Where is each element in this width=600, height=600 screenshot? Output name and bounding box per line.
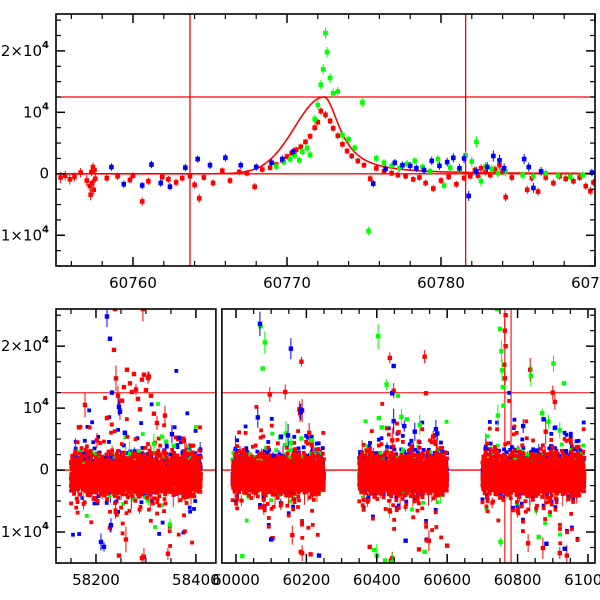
svg-text:0: 0	[39, 164, 49, 182]
top-panel-flare-zoom: 60760 60770 60780 60790 -1×104 0 104 2×104	[0, 0, 600, 295]
bottom-segment-0	[56, 309, 216, 563]
x-ticklabel: 60800	[494, 571, 542, 589]
x-ticklabel: 60400	[353, 571, 401, 589]
x-axis-bottom: 60000 60200 60400 60600 60800 61000	[212, 309, 600, 589]
series-red	[58, 107, 595, 206]
cluster-points-ff0000	[480, 399, 587, 546]
cluster-points-ff0000	[357, 402, 450, 543]
x-axis-bottom: 58200 58400	[70, 309, 220, 589]
x-axis-top: 60760 60770 60780 60790	[70, 14, 600, 292]
x-ticklabel: 60770	[263, 274, 311, 292]
series-green	[273, 27, 585, 236]
cluster-points-ff0000	[230, 405, 326, 540]
x-ticklabel: 60760	[109, 274, 157, 292]
x-ticklabel: 60790	[571, 274, 600, 292]
x-ticklabel: 58400	[172, 571, 220, 589]
x-ticklabel: 58200	[72, 571, 120, 589]
outliers-blue	[255, 311, 567, 558]
top-panel-dataarea	[56, 14, 595, 266]
outliers-blue	[98, 309, 182, 552]
svg-text:104: 104	[23, 101, 49, 121]
x-ticklabel: 60780	[417, 274, 465, 292]
x-ticklabel: 61000	[564, 571, 600, 589]
flare-model-curve	[56, 96, 595, 175]
x-ticklabel: 60600	[423, 571, 471, 589]
svg-text:-1×104: -1×104	[0, 224, 49, 244]
bottom-segment-1	[221, 309, 595, 563]
svg-text:2×104: 2×104	[1, 40, 49, 60]
top-panel-svg: 60760 60770 60780 60790 -1×104 0 104 2×104	[0, 13, 600, 292]
y-axis-top: -1×104 0 104 2×104	[0, 19, 595, 267]
outliers-green	[151, 433, 177, 531]
x-ticklabel: 60200	[283, 571, 331, 589]
cluster-points-ff0000	[69, 396, 203, 548]
outliers-red	[76, 309, 171, 563]
x-ticklabel: 60000	[212, 571, 260, 589]
series-blue	[109, 147, 595, 201]
